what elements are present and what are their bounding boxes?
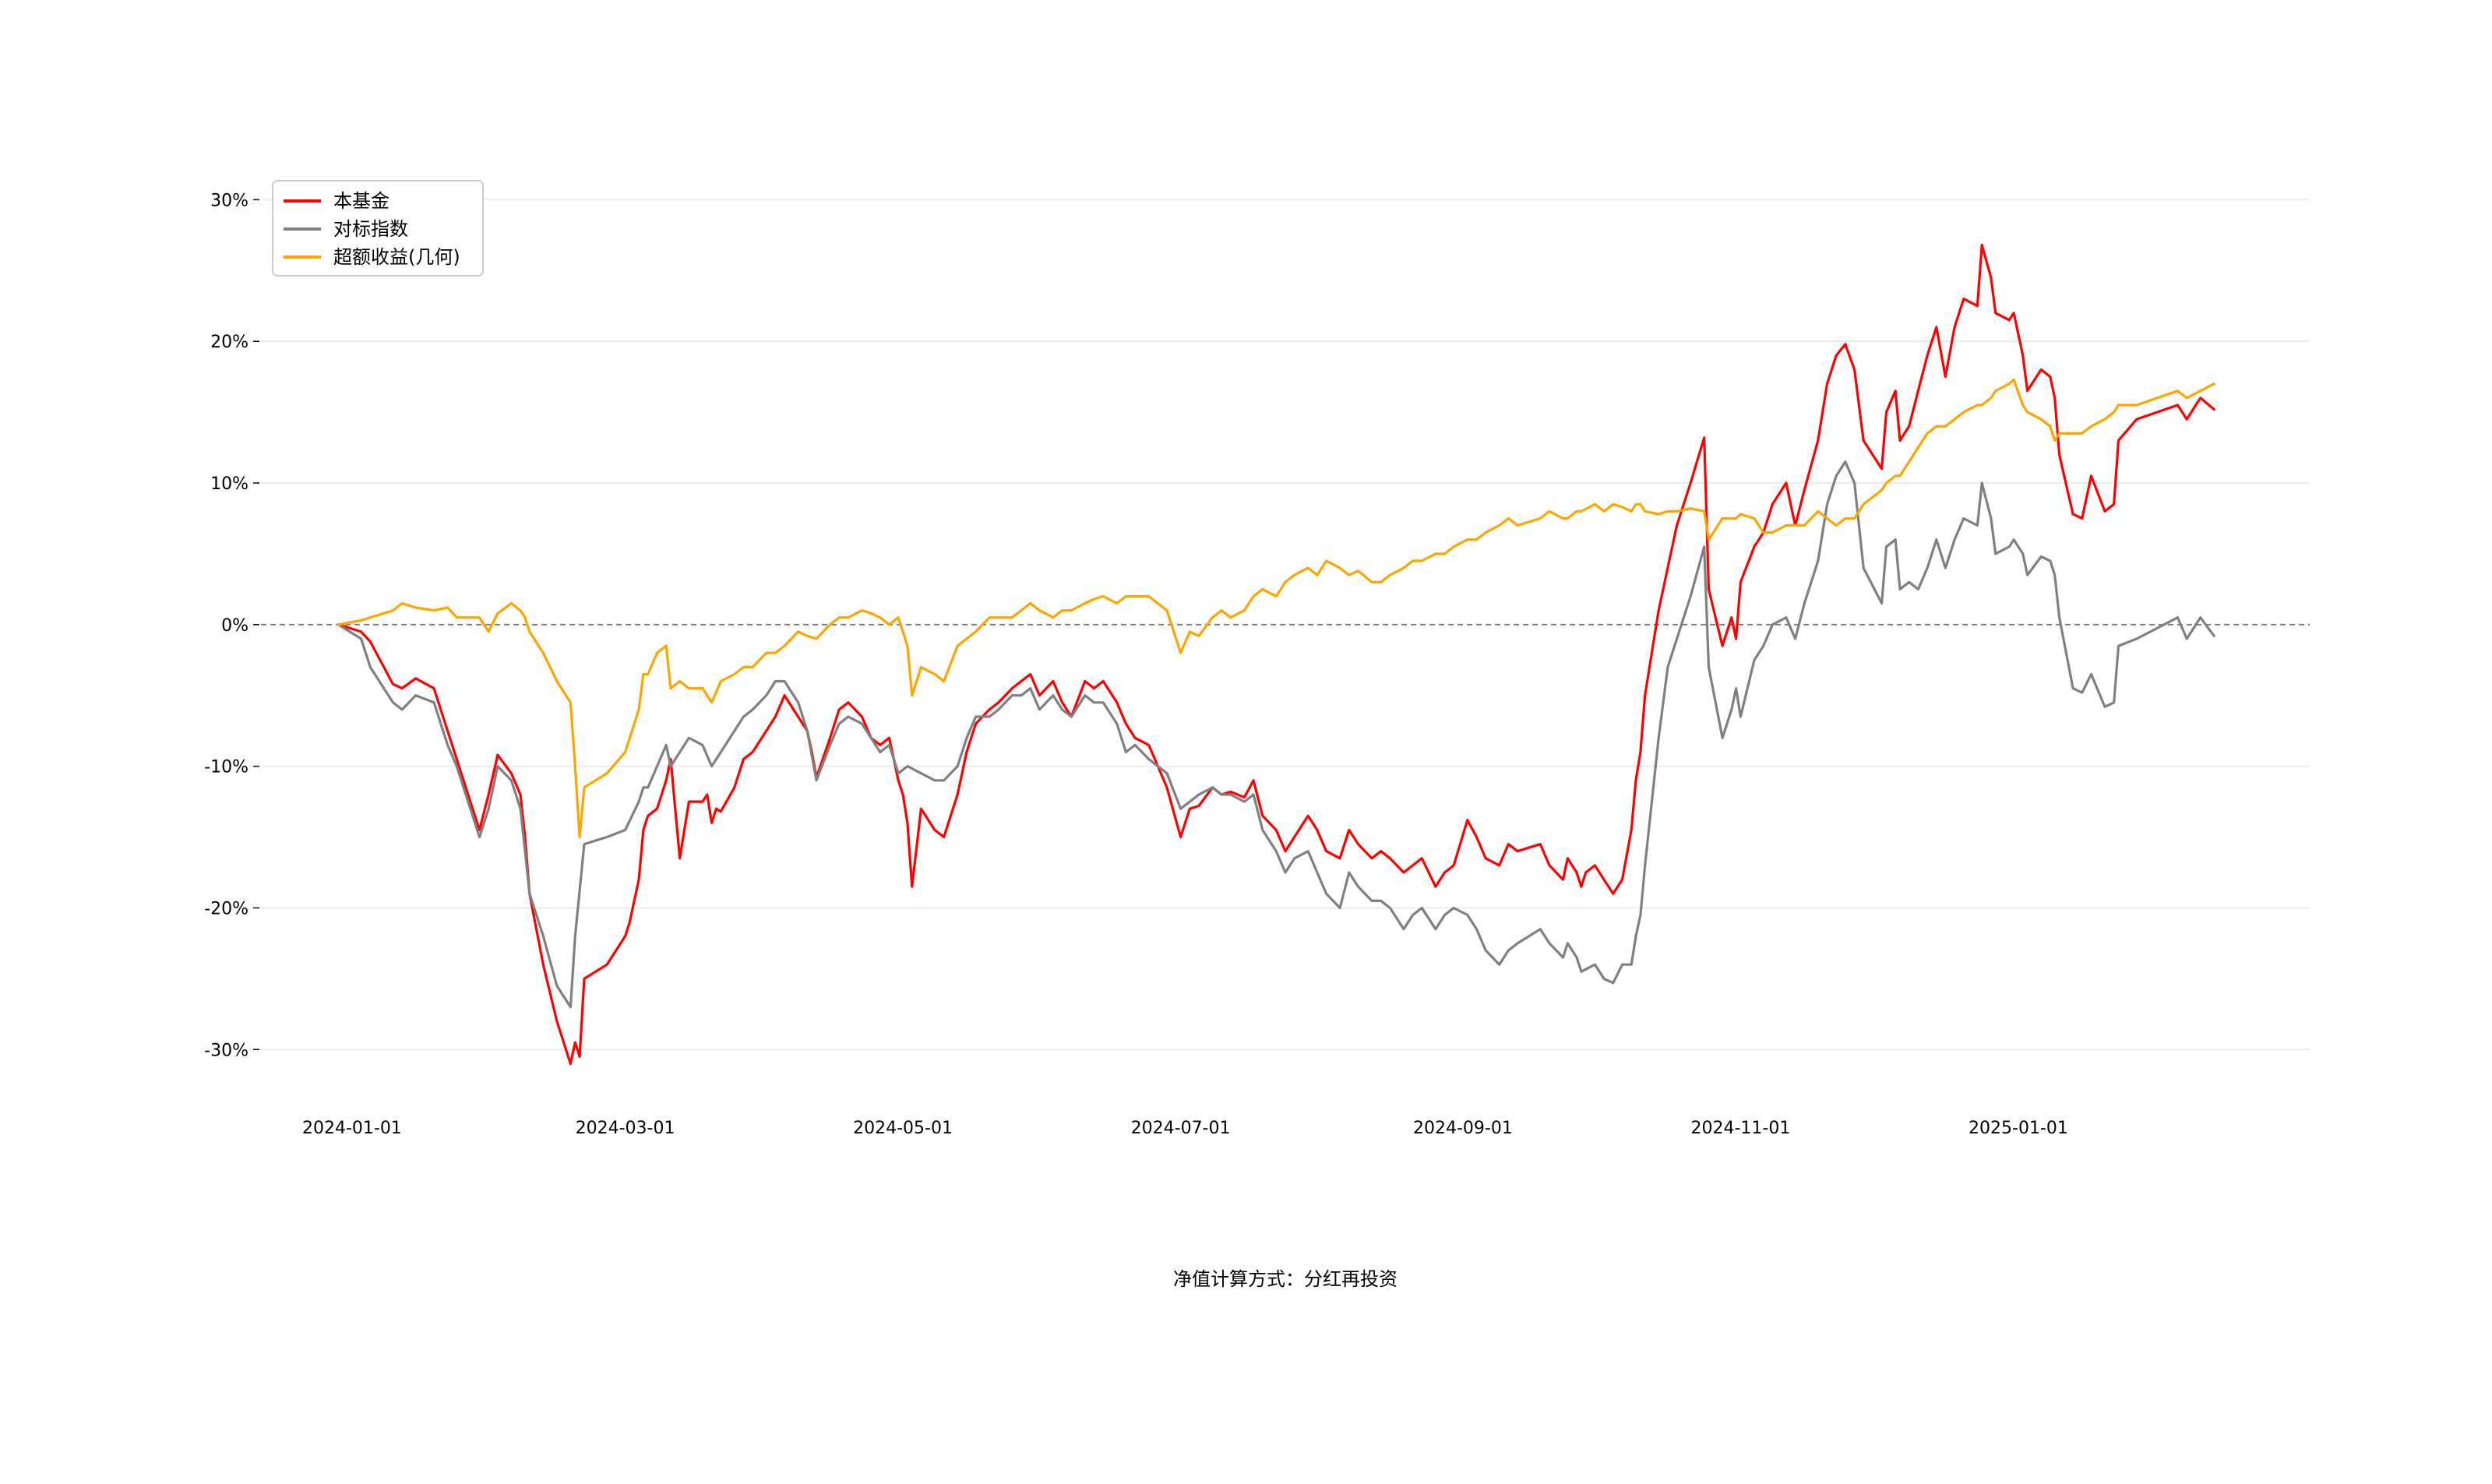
y-tick-label: -20% <box>204 899 248 918</box>
series-line-0 <box>337 243 2215 1066</box>
x-tick-label: 2024-07-01 <box>1131 1119 1231 1138</box>
y-axis-ticks: 30% 20% 10% 0% -10% -20% -30% <box>204 191 259 1060</box>
series-line-1 <box>337 460 2215 1009</box>
x-axis-ticks: 2024-01-01 2024-03-01 2024-05-01 2024-07-01… <box>302 1119 2068 1138</box>
series-lines <box>337 243 2215 1066</box>
x-axis-caption: 净值计算方式：分红再投资 <box>1173 1268 1398 1290</box>
legend-label: 对标指数 <box>333 218 408 240</box>
legend-box <box>272 180 484 277</box>
x-tick-label: 2025-01-01 <box>1969 1119 2068 1138</box>
x-tick-label: 2024-11-01 <box>1691 1119 1791 1138</box>
y-tick-label: 20% <box>210 333 248 352</box>
x-tick-label: 2024-05-01 <box>853 1119 953 1138</box>
y-tick-label: 10% <box>210 474 248 494</box>
legend-label: 本基金 <box>333 190 389 212</box>
x-tick-label: 2024-03-01 <box>576 1119 675 1138</box>
grid-lines <box>261 199 2310 1051</box>
y-tick-label: -10% <box>204 758 248 777</box>
y-tick-label: 0% <box>221 616 248 636</box>
y-tick-label: 30% <box>210 191 248 210</box>
y-tick-label: -30% <box>204 1041 248 1060</box>
legend-label: 超额收益(几何) <box>333 246 460 268</box>
x-tick-label: 2024-09-01 <box>1413 1119 1513 1138</box>
x-tick-label: 2024-01-01 <box>302 1119 402 1138</box>
series-line-2 <box>337 378 2215 839</box>
